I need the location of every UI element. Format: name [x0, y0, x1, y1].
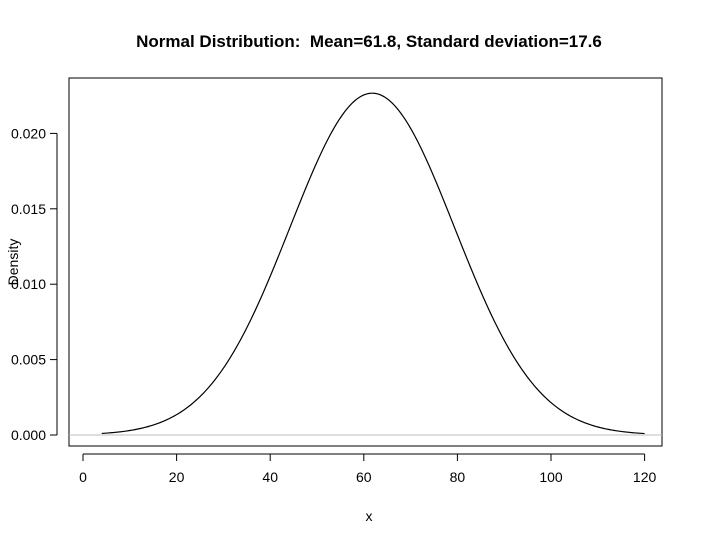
x-tick-label: 0	[79, 469, 87, 485]
y-axis: 0.000 0.005 0.010 0.015 0.020	[11, 125, 58, 443]
x-tick-label: 120	[633, 469, 657, 485]
y-tick-label: 0.000	[11, 427, 46, 443]
plot-frame	[68, 77, 663, 447]
x-axis: 0 20 40 60 80 100 120	[79, 453, 657, 485]
x-axis-label: x	[366, 508, 373, 524]
x-tick-label: 80	[450, 469, 466, 485]
y-axis-label: Density	[5, 239, 21, 286]
y-tick-label: 0.015	[11, 201, 46, 217]
y-tick-label: 0.005	[11, 352, 46, 368]
y-tick-label: 0.010	[11, 276, 46, 292]
x-tick-label: 20	[169, 469, 185, 485]
x-tick-label: 100	[539, 469, 563, 485]
y-tick-label: 0.020	[11, 125, 46, 141]
chart-title: Normal Distribution: Mean=61.8, Standard…	[136, 32, 602, 51]
x-tick-label: 40	[262, 469, 278, 485]
density-curve	[101, 92, 645, 435]
x-tick-label: 60	[356, 469, 372, 485]
